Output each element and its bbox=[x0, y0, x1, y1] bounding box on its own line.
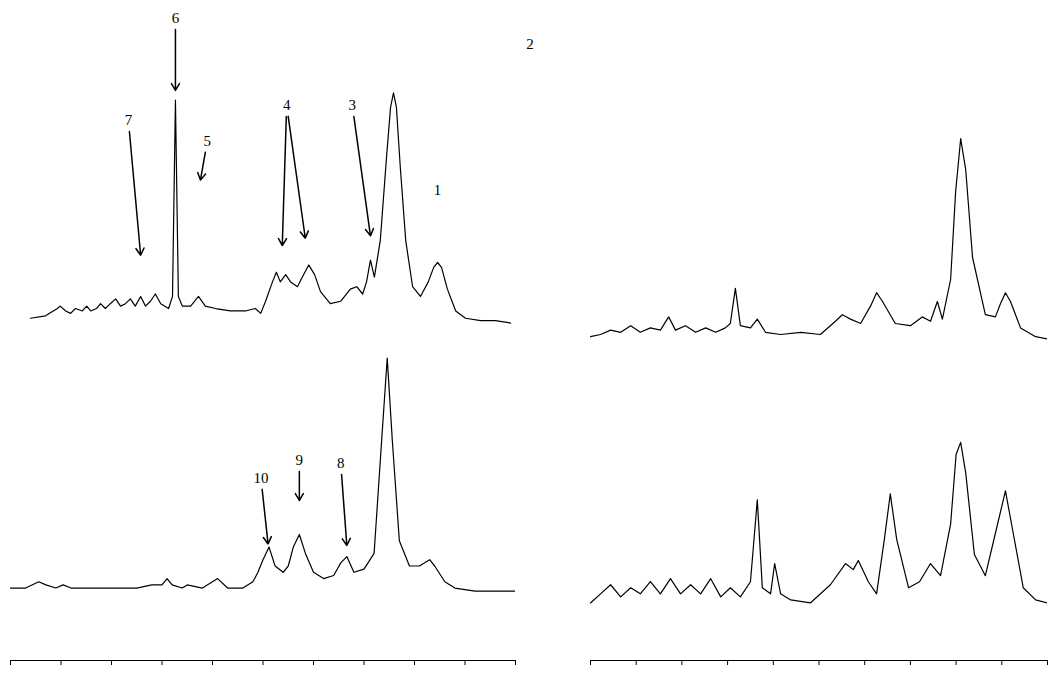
svg-text:7: 7 bbox=[125, 112, 133, 128]
svg-text:9: 9 bbox=[296, 452, 304, 468]
svg-text:6: 6 bbox=[172, 10, 180, 26]
svg-text:8: 8 bbox=[337, 455, 345, 471]
svg-text:4: 4 bbox=[283, 97, 291, 113]
html-text:2: 2 bbox=[526, 36, 534, 52]
svg-text:10: 10 bbox=[253, 470, 268, 486]
svg-text:5: 5 bbox=[204, 133, 212, 149]
svg-text:3: 3 bbox=[349, 97, 357, 113]
svg-text:1: 1 bbox=[434, 182, 442, 198]
